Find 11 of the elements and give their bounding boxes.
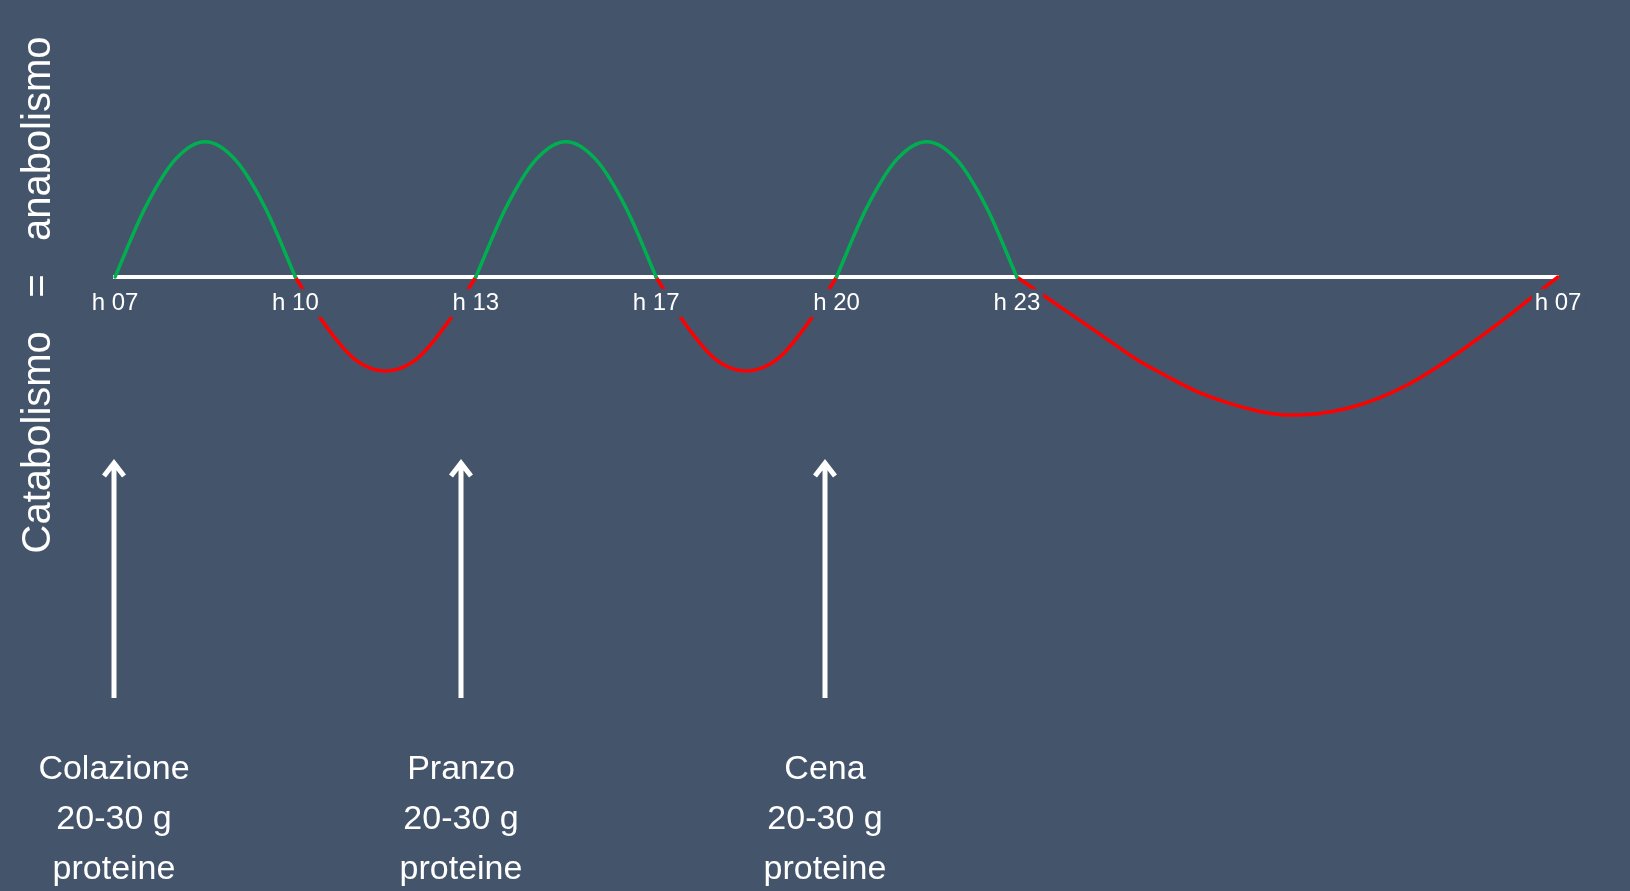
text: Pranzo 20-30 g proteine [399,747,523,888]
x-tick-label: h 10 [272,287,319,315]
y-axis-title: Catabolismo = anabolismo [13,36,59,554]
x-tick-label: h 23 [993,287,1041,315]
x-tick-label: h 07 [91,287,139,315]
x-tick-label: h 17 [632,287,680,315]
x-tick-label: h 20 [813,287,860,315]
x-tick-label: h 07 [1534,287,1582,315]
x-tick-label: h 13 [452,287,500,315]
text: Colazione 20-30 g proteine [38,747,190,888]
text: Cena 20-30 g proteine [763,747,887,888]
